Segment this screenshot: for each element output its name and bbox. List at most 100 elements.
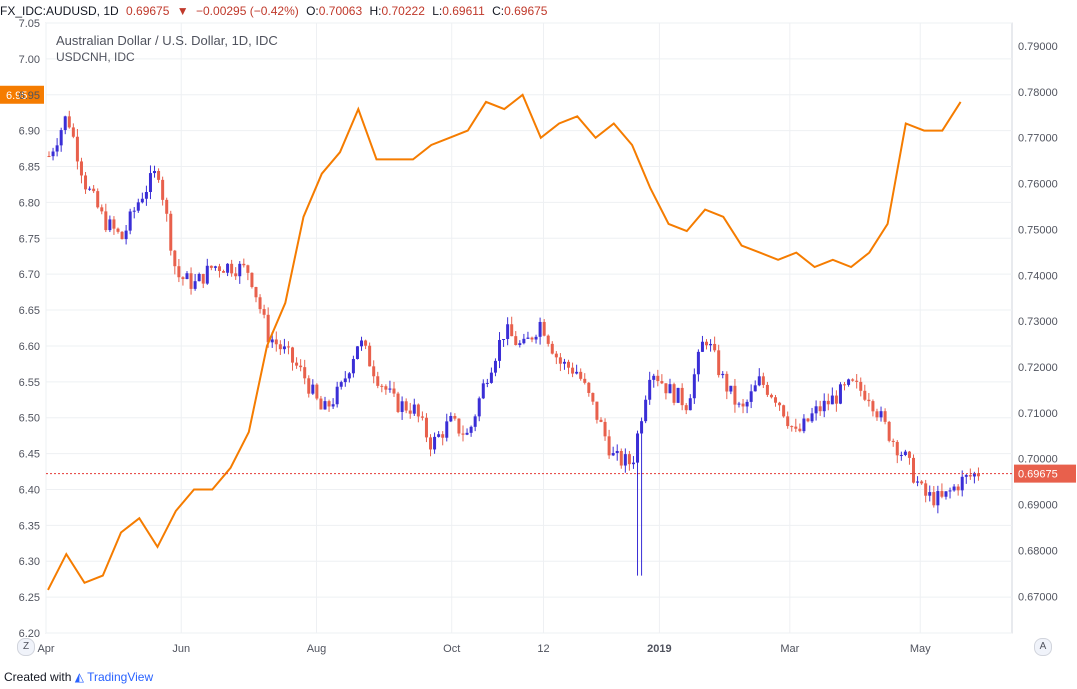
- candle-body: [546, 335, 550, 344]
- candle-body: [891, 440, 895, 442]
- candle-body: [944, 491, 948, 497]
- zoom-button[interactable]: Z: [17, 638, 35, 656]
- candle-body: [745, 401, 749, 407]
- candle-body: [424, 417, 428, 438]
- candle-body: [461, 433, 465, 435]
- candle-body: [907, 451, 911, 458]
- candle-body: [794, 426, 798, 429]
- candle-body: [729, 385, 733, 392]
- time-axis[interactable]: Apr Jun Aug Oct 12 2019 Mar May: [37, 643, 931, 655]
- candle-body: [863, 390, 867, 400]
- candle-body: [713, 343, 717, 351]
- candle-body: [258, 297, 262, 310]
- right-axis-tick: 0.75000: [1018, 224, 1058, 236]
- time-axis-tick: Apr: [37, 643, 54, 655]
- candle-body: [481, 383, 485, 399]
- candle-body: [895, 441, 899, 456]
- candle-body: [631, 462, 635, 465]
- candle-body: [185, 273, 189, 280]
- candle-body: [928, 492, 932, 496]
- candle-body: [692, 374, 696, 399]
- candle-body: [656, 375, 660, 382]
- candle-body: [964, 475, 968, 477]
- candle-body: [798, 428, 802, 432]
- candle-body: [270, 339, 274, 343]
- candle-body: [230, 263, 234, 274]
- candle-body: [595, 401, 599, 420]
- open-label: O:: [306, 4, 319, 18]
- auto-scale-button[interactable]: A: [1034, 638, 1052, 656]
- candle-body: [960, 476, 964, 491]
- candle-body: [445, 421, 449, 438]
- candle-body: [615, 450, 619, 454]
- time-axis-tick: 12: [537, 643, 549, 655]
- candle-body: [234, 273, 238, 277]
- left-axis-tick: 6.90: [19, 126, 40, 138]
- candle-body: [485, 382, 489, 384]
- candle-body: [838, 384, 842, 404]
- plot-area[interactable]: [45, 22, 1013, 634]
- candle-body: [498, 339, 502, 361]
- tradingview-brand[interactable]: TradingView: [87, 670, 154, 684]
- candle-body: [449, 416, 453, 422]
- candle-body: [71, 127, 75, 137]
- high-value: 0.70222: [381, 4, 425, 18]
- left-axis-tick: 7.05: [19, 18, 40, 30]
- left-axis-tick: 6.55: [19, 377, 40, 389]
- left-axis[interactable]: 7.05 7.00 6.95 6.90 6.85 6.80 6.75 6.70 6.65 6.60…: [19, 18, 40, 640]
- candle-body: [433, 436, 437, 450]
- left-last-value-badge: [0, 85, 44, 104]
- candle-body: [709, 343, 713, 346]
- candle-body: [161, 179, 165, 200]
- candle-body: [400, 401, 404, 412]
- candle-body: [859, 381, 863, 391]
- candle-body: [972, 473, 976, 477]
- candle-body: [148, 173, 152, 193]
- candle-body: [607, 436, 611, 456]
- candle-body: [538, 321, 542, 337]
- candle-body: [834, 395, 838, 404]
- candle-body: [286, 346, 290, 348]
- candle-body: [351, 359, 355, 374]
- left-axis-tick: 6.80: [19, 197, 40, 209]
- candle-body: [465, 432, 469, 435]
- candle-body: [672, 384, 676, 403]
- candle-body: [814, 406, 818, 414]
- candle-body: [575, 371, 579, 374]
- candle-body: [282, 346, 286, 350]
- candle-body: [441, 434, 445, 438]
- candle-body: [408, 410, 412, 414]
- candle-body: [372, 366, 376, 377]
- candle-body: [741, 403, 745, 407]
- candle-body: [416, 404, 420, 417]
- candle-body: [778, 402, 782, 406]
- right-axis-tick: 0.74000: [1018, 270, 1058, 282]
- candle-body: [323, 401, 327, 410]
- candle-body: [530, 337, 534, 340]
- candle-body: [128, 211, 132, 231]
- candle-body: [295, 362, 299, 366]
- candle-body: [664, 383, 668, 394]
- candle-body: [67, 116, 71, 128]
- symbol-label[interactable]: FX_IDC:AUDUSD, 1D: [0, 4, 119, 18]
- candle-body: [956, 486, 960, 491]
- candle-body: [968, 475, 972, 477]
- candle-body: [238, 263, 242, 277]
- candle-body: [388, 388, 392, 390]
- candle-body: [851, 379, 855, 381]
- candle-body: [725, 373, 729, 392]
- candle-body: [360, 340, 364, 347]
- down-arrow-icon: ▼: [176, 4, 189, 18]
- candle-body: [96, 191, 100, 208]
- candle-body: [883, 411, 887, 422]
- time-axis-tick: Oct: [443, 643, 460, 655]
- candle-body: [830, 395, 834, 405]
- candle-body: [124, 230, 128, 240]
- right-axis[interactable]: 0.79000 0.78000 0.77000 0.76000 0.75000 0.740…: [1018, 41, 1058, 603]
- candle-body: [197, 273, 201, 282]
- candle-body: [717, 350, 721, 376]
- candle-body: [157, 170, 161, 180]
- candle-body: [254, 287, 258, 298]
- candle-body: [140, 198, 144, 203]
